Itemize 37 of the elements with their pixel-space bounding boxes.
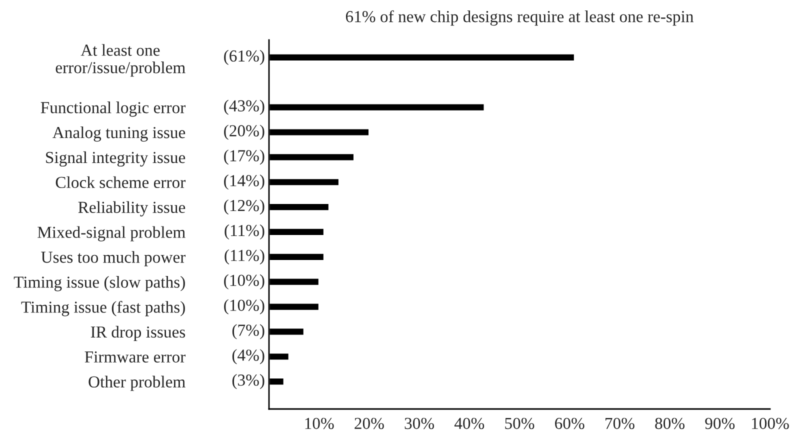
data-label: (61%) (224, 50, 264, 66)
y-tick-label: At least one error/issue/problem (56, 44, 186, 77)
data-label: (7%) (232, 324, 264, 340)
data-label: (10%) (224, 299, 264, 314)
x-tick-label: 40% (454, 418, 484, 430)
data-label: (43%) (224, 100, 264, 115)
y-tick-label: Reliability issue (78, 201, 186, 216)
y-tick-label: Mixed-signal problem (38, 226, 186, 242)
y-tick-label: Firmware error (84, 351, 186, 363)
x-tick-label: 50% (505, 418, 534, 430)
x-tick-label: 20% (354, 418, 384, 430)
data-label: (4%) (232, 349, 264, 364)
y-tick-label: Analog tuning issue (52, 126, 186, 142)
x-tick-label: 60% (555, 418, 584, 430)
y-tick-label: Signal integrity issue (46, 151, 186, 167)
x-tick-label: 90% (705, 418, 735, 430)
y-tick-label: Uses too much power (41, 251, 186, 266)
x-tick-label: 10% (305, 418, 334, 430)
data-label: (11%) (224, 224, 264, 240)
y-tick-label: Functional logic error (40, 102, 186, 117)
y-tick-label: Timing issue (slow paths) (14, 276, 185, 292)
y-tick-label: Timing issue (fast paths) (21, 300, 185, 316)
data-label: (3%) (232, 374, 264, 390)
x-tick-label: 80% (655, 418, 685, 430)
y-tick-label: Other problem (88, 376, 186, 391)
data-label: (11%) (224, 249, 264, 264)
data-label: (14%) (224, 174, 264, 190)
x-tick-label: 70% (606, 418, 634, 430)
data-label: (20%) (224, 124, 264, 140)
y-tick-label: Clock scheme error (56, 176, 186, 188)
chart-title: 61% of new chip designs require at least one re-spin (346, 10, 694, 26)
y-tick-label: IR drop issues (90, 326, 186, 342)
data-label: (10%) (224, 274, 264, 290)
data-label: (17%) (224, 150, 264, 165)
x-tick-label: 100% (752, 418, 789, 430)
data-label: (12%) (224, 199, 264, 215)
x-tick-label: 30% (404, 418, 434, 430)
